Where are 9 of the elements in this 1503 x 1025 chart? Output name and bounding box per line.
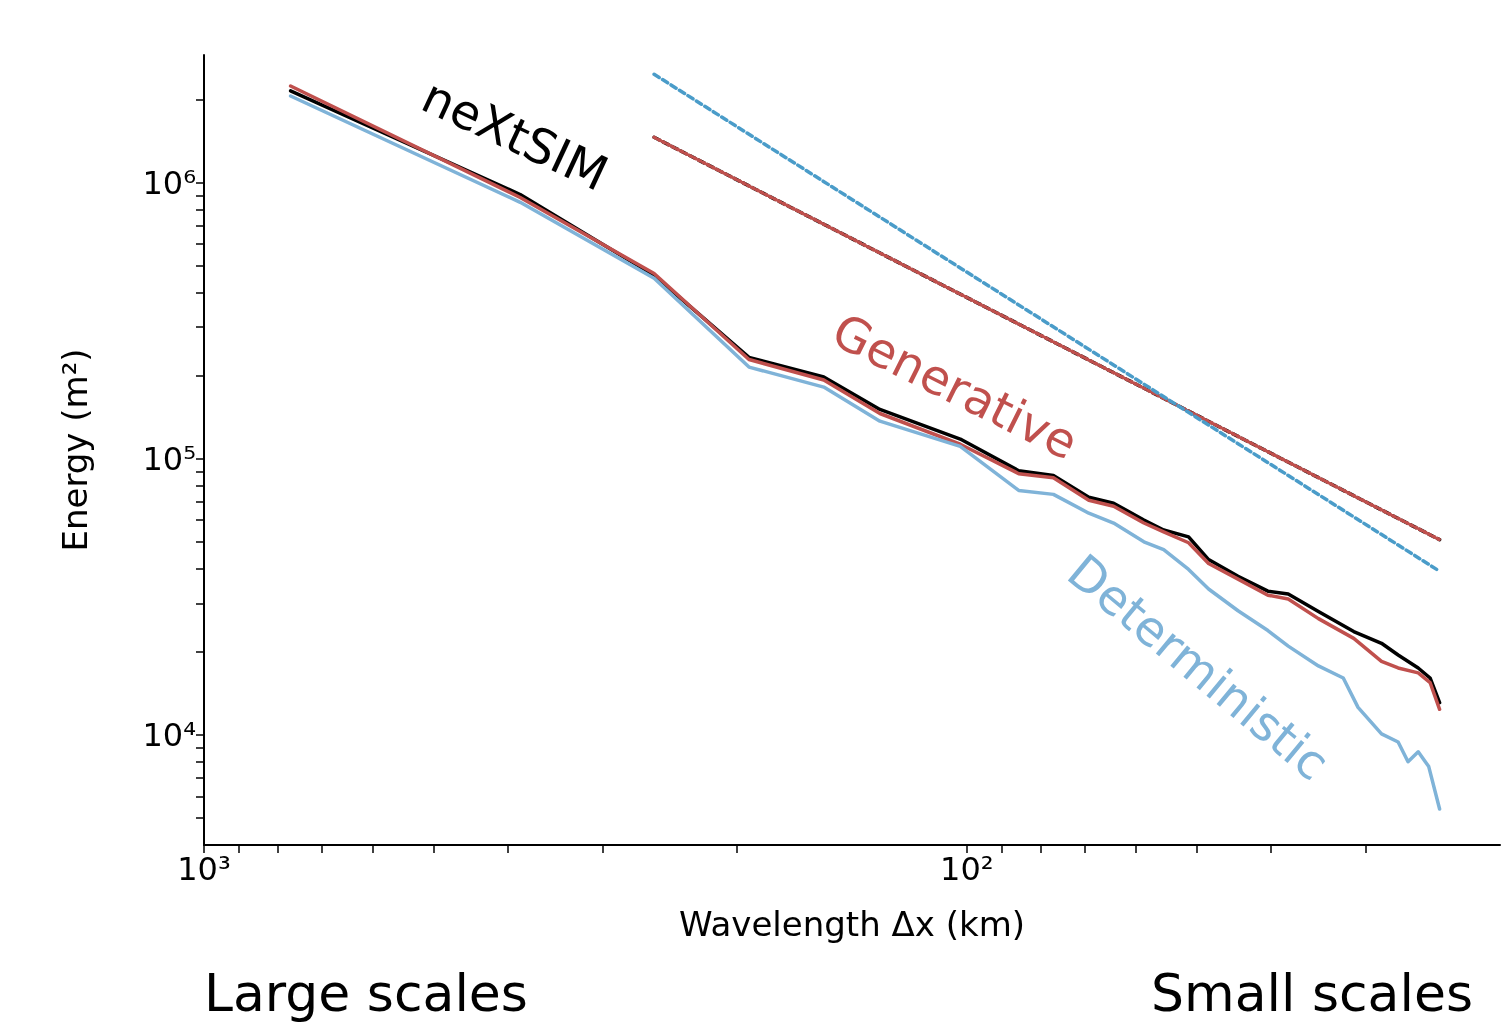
y-tick-label: 10⁶ [142,163,196,202]
text: Small scales [1150,963,1473,1023]
y-tick-label: 10⁵ [142,439,196,478]
y-tick-label: 10⁴ [142,716,196,755]
text: Large scales [204,963,528,1023]
x-axis-title: Wavelength Δx (km) [678,904,1026,944]
x-tick-label: 10² [940,850,994,888]
x-tick-label: 10³ [177,850,231,888]
y-axis-title: Energy (m²) [55,348,95,552]
